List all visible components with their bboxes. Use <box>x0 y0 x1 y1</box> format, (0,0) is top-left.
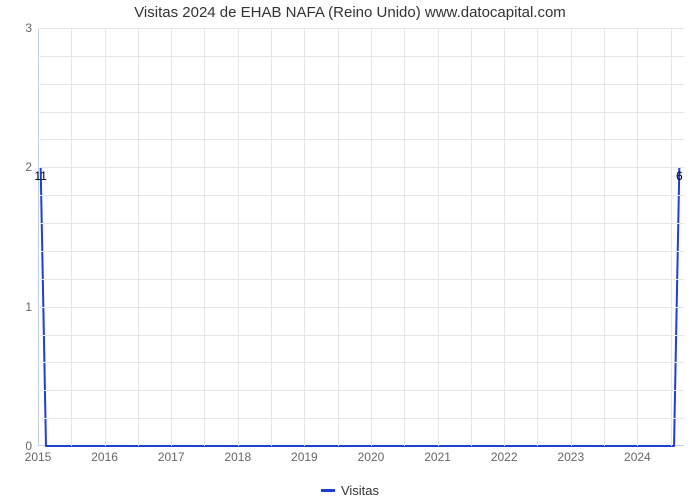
x-tick-label: 2018 <box>224 446 251 464</box>
gridline-vertical <box>204 28 205 446</box>
x-tick-label: 2016 <box>91 446 118 464</box>
gridline-vertical <box>138 28 139 446</box>
series-layer <box>38 28 684 446</box>
gridline-horizontal <box>38 362 684 363</box>
x-tick-label: 2019 <box>291 446 318 464</box>
gridline-vertical <box>504 28 505 446</box>
y-tick-label: 3 <box>25 21 38 35</box>
gridline-vertical <box>471 28 472 446</box>
y-tick-label: 1 <box>25 300 38 314</box>
data-point-label: 11 <box>34 169 46 183</box>
gridline-vertical <box>604 28 605 446</box>
gridline-vertical <box>404 28 405 446</box>
gridline-vertical <box>537 28 538 446</box>
gridline-vertical <box>71 28 72 446</box>
gridline-horizontal <box>38 84 684 85</box>
legend: Visitas <box>0 480 700 498</box>
x-tick-label: 2020 <box>358 446 385 464</box>
gridline-vertical <box>371 28 372 446</box>
x-tick-label: 2021 <box>424 446 451 464</box>
gridline-horizontal <box>38 112 684 113</box>
gridline-vertical <box>671 28 672 446</box>
x-tick-label: 2022 <box>491 446 518 464</box>
gridline-horizontal <box>38 307 684 308</box>
chart-title: Visitas 2024 de EHAB NAFA (Reino Unido) … <box>0 4 700 21</box>
gridline-horizontal <box>38 56 684 57</box>
gridline-horizontal <box>38 251 684 252</box>
gridline-vertical <box>338 28 339 446</box>
gridline-vertical <box>637 28 638 446</box>
legend-swatch-icon <box>321 489 335 492</box>
gridline-vertical <box>271 28 272 446</box>
plot-area: 0123201520162017201820192020202120222023… <box>38 28 684 446</box>
gridline-horizontal <box>38 223 684 224</box>
data-point-label: 6 <box>676 169 683 183</box>
gridline-horizontal <box>38 195 684 196</box>
x-tick-label: 2017 <box>158 446 185 464</box>
x-tick-label: 2023 <box>557 446 584 464</box>
gridline-horizontal <box>38 167 684 168</box>
gridline-vertical <box>238 28 239 446</box>
legend-item-visitas: Visitas <box>321 483 379 498</box>
gridline-vertical <box>105 28 106 446</box>
gridline-vertical <box>171 28 172 446</box>
gridline-horizontal <box>38 279 684 280</box>
gridline-horizontal <box>38 418 684 419</box>
gridline-horizontal <box>38 390 684 391</box>
legend-label: Visitas <box>341 483 379 498</box>
x-tick-label: 2024 <box>624 446 651 464</box>
gridline-vertical <box>438 28 439 446</box>
gridline-vertical <box>571 28 572 446</box>
gridline-horizontal <box>38 28 684 29</box>
gridline-horizontal <box>38 139 684 140</box>
chart-container: Visitas 2024 de EHAB NAFA (Reino Unido) … <box>0 0 700 500</box>
gridline-horizontal <box>38 335 684 336</box>
x-tick-label: 2015 <box>25 446 52 464</box>
gridline-vertical <box>304 28 305 446</box>
